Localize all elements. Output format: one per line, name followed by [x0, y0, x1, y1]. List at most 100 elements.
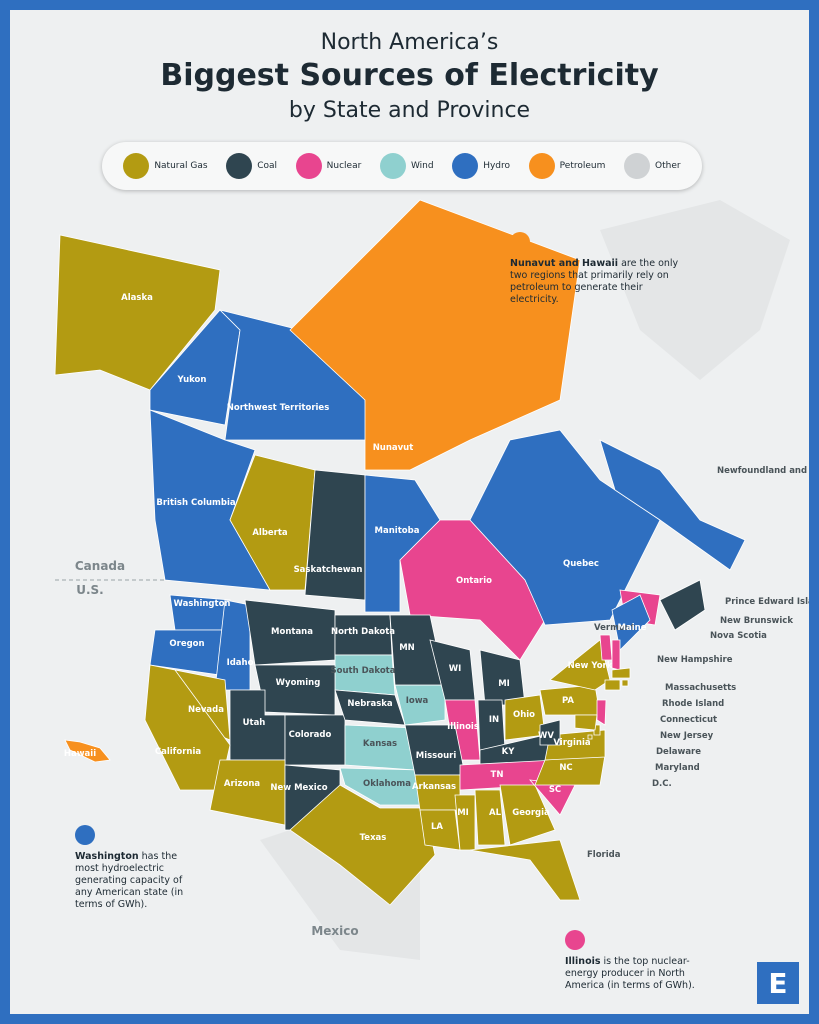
region	[499, 784, 556, 846]
region-label: Manitoba	[375, 526, 420, 536]
region-label: Alaska	[121, 293, 153, 303]
region-label: Yukon	[177, 375, 207, 385]
annotation-icon	[565, 930, 585, 950]
legend-item: Wind	[379, 153, 434, 179]
region-label: SC	[549, 785, 561, 795]
region-label: Iowa	[406, 696, 429, 706]
country-label: U.S.	[76, 583, 104, 597]
annotation: Illinois is the top nuclear-energy produ…	[565, 930, 715, 992]
region	[599, 634, 613, 661]
region-label: WV	[538, 731, 554, 741]
region	[604, 679, 621, 691]
region-label: AL	[489, 808, 502, 818]
annotation-bold: Nunavut and Hawaii	[510, 258, 619, 269]
annotation-text: has the most hydroelectric generating ca…	[75, 851, 184, 910]
region	[474, 789, 506, 846]
region	[599, 439, 746, 571]
region-label: Nebraska	[347, 699, 393, 709]
region	[254, 664, 336, 716]
region	[289, 199, 581, 471]
annotation-bold: Washington	[75, 851, 139, 862]
region-label: California	[155, 747, 201, 757]
region-label: MI	[498, 679, 510, 689]
region-label: Northwest Territories	[227, 403, 330, 413]
region-label: MI	[457, 808, 469, 818]
legend-item: Nuclear	[295, 153, 362, 179]
logo: E	[757, 962, 799, 1004]
region-label: PA	[562, 696, 574, 706]
region-label: North Dakota	[331, 627, 395, 637]
region-label: Arizona	[224, 779, 261, 789]
country-label: Canada	[75, 559, 125, 573]
region-label: Illinois	[447, 722, 479, 732]
region-label: Oregon	[169, 639, 204, 649]
legend-item: Other	[624, 153, 681, 179]
region-label: Massachusetts	[665, 683, 736, 693]
region-label: Wyoming	[276, 678, 321, 688]
region-label: TN	[491, 770, 504, 780]
region-label: Washington	[174, 599, 231, 609]
region-label: New Brunswick	[720, 616, 793, 626]
region	[289, 784, 436, 906]
region-label: Nunavut	[373, 443, 414, 453]
region	[304, 469, 366, 601]
legend-item: Hydro	[452, 153, 510, 179]
region-label: Quebec	[563, 559, 599, 569]
region-label: British Columbia	[156, 498, 236, 508]
region	[611, 639, 621, 671]
legend-label: Hydro	[483, 161, 511, 171]
legend: Natural Gas Coal Nuclear Wind Hydro Petroleum…	[102, 142, 702, 190]
subtitle: by State and Province	[288, 98, 531, 123]
region-label: Nevada	[188, 705, 224, 715]
region	[149, 309, 241, 426]
legend-item: Coal	[226, 153, 277, 179]
annotation-text: is the top nuclear-energy producer in No…	[565, 956, 695, 991]
region-label: Nova Scotia	[710, 631, 767, 641]
region	[414, 774, 461, 811]
region-label: Maryland	[655, 763, 700, 773]
region-label: New Mexico	[270, 783, 327, 793]
annotation-text: are the only two regions that primarily …	[510, 258, 679, 305]
legend-item: Natural Gas	[123, 153, 208, 179]
region	[404, 724, 466, 776]
legend-swatch	[452, 153, 479, 179]
region-label: Prince Edward Island	[725, 597, 819, 607]
region	[284, 714, 346, 766]
region	[621, 679, 629, 687]
region-label: Maine	[618, 623, 647, 633]
region-label: New Hampshire	[657, 655, 733, 665]
legend-swatch	[226, 153, 253, 179]
region-label: Ontario	[456, 576, 492, 586]
region	[587, 734, 593, 740]
region-label: New York	[568, 661, 613, 671]
region-label: MN	[399, 643, 415, 653]
region-label: Utah	[243, 718, 266, 728]
legend-swatch	[123, 153, 150, 179]
annotation-bold: Illinois	[565, 956, 601, 967]
region-label: Colorado	[289, 730, 332, 740]
region	[539, 719, 561, 746]
legend-swatch	[528, 153, 555, 179]
legend-label: Wind	[410, 161, 434, 171]
annotation: Washington has the most hydroelectric ge…	[75, 825, 185, 911]
legend-label: Nuclear	[326, 161, 362, 171]
title: Biggest Sources of Electricity	[160, 58, 659, 93]
region-label: Ohio	[513, 710, 535, 720]
annotation-icon	[75, 825, 95, 845]
legend-label: Coal	[257, 161, 278, 171]
region-label: Florida	[587, 850, 621, 860]
annotation: Nunavut and Hawaii are the only two regi…	[510, 232, 690, 306]
region-label: Connecticut	[660, 715, 717, 725]
region	[469, 839, 581, 901]
region-label: Montana	[271, 627, 313, 637]
region	[659, 579, 706, 631]
region-label: Newfoundland and Labrador	[717, 466, 819, 476]
region-label: Saskatchewan	[294, 565, 363, 575]
legend-item: Petroleum	[528, 153, 605, 179]
region-label: Alberta	[252, 528, 288, 538]
region-label: New Jersey	[660, 731, 714, 741]
region-label: NC	[559, 763, 572, 773]
region	[229, 454, 316, 591]
region-label: WI	[449, 664, 462, 674]
